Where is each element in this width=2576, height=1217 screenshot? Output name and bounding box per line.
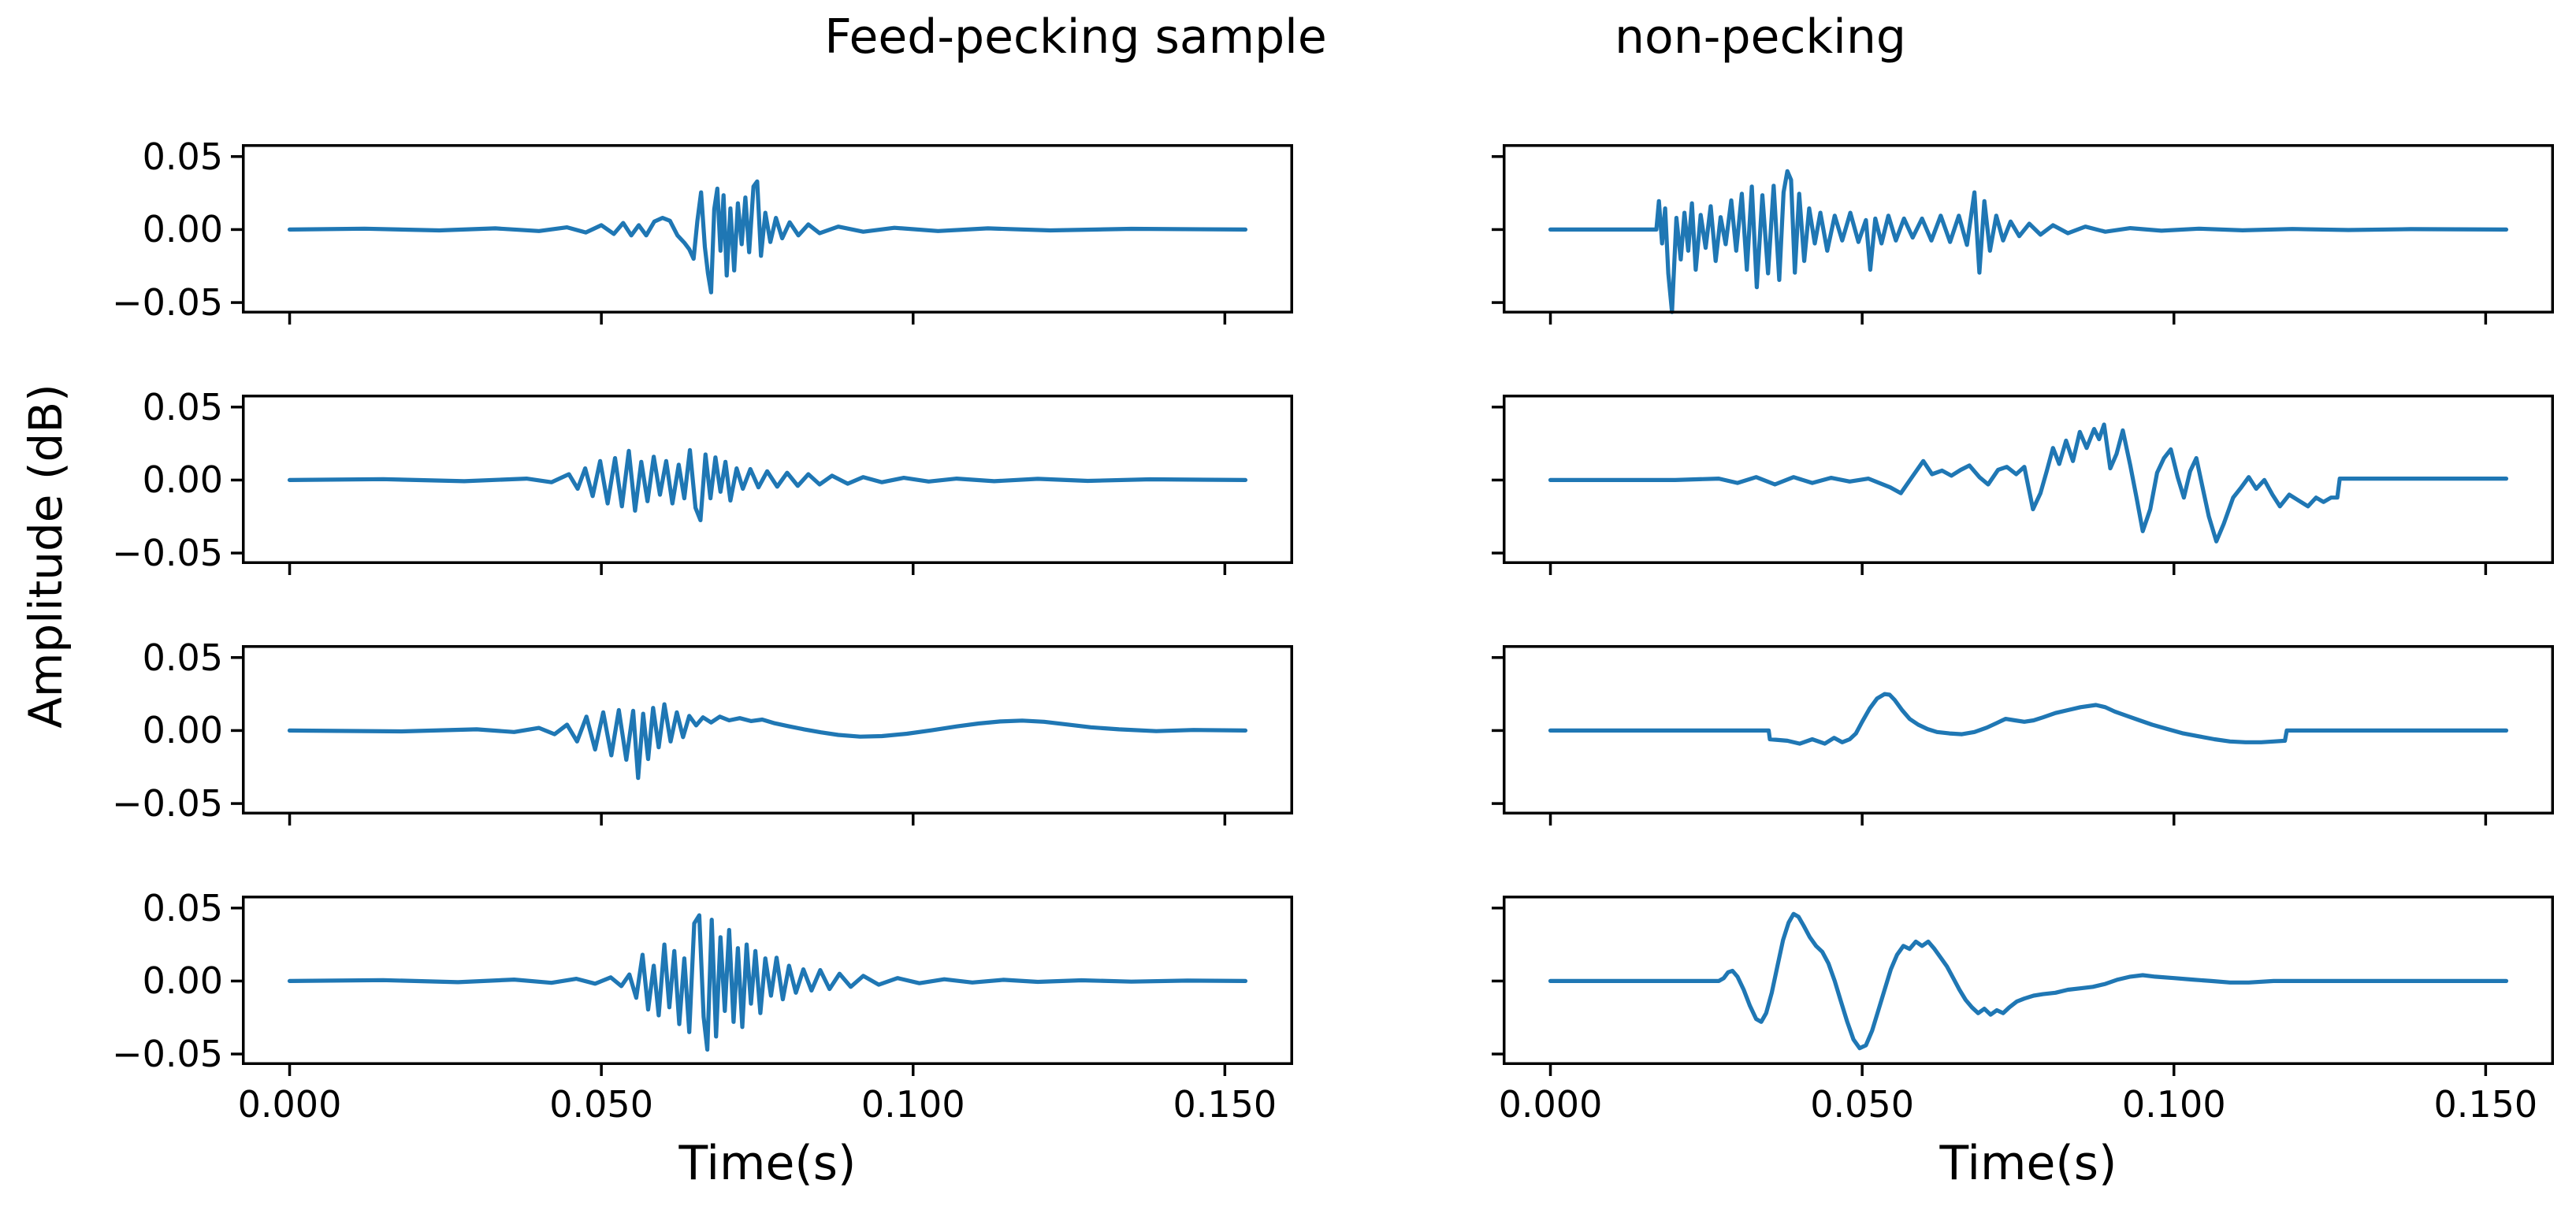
x-tick-label: 0.100 bbox=[2121, 1083, 2226, 1126]
axes-frame bbox=[242, 896, 1293, 1065]
x-tick-label: 0.150 bbox=[1173, 1083, 1277, 1126]
axes-frame bbox=[1503, 395, 2554, 564]
y-tick-label: 0.05 bbox=[142, 385, 223, 429]
y-tick-label: 0.00 bbox=[142, 959, 223, 1003]
axes-left-2 bbox=[231, 395, 1293, 575]
y-tick-label: −0.05 bbox=[112, 1033, 223, 1076]
waveform-path bbox=[287, 913, 1248, 1052]
x-tick-label: 0.000 bbox=[1498, 1083, 1603, 1126]
waveform-path bbox=[287, 179, 1248, 295]
y-tick-label: −0.05 bbox=[112, 782, 223, 826]
x-axis-label-right: Time(s) bbox=[1939, 1136, 2117, 1191]
waveform-path bbox=[1548, 911, 2509, 1051]
y-tick-label: 0.00 bbox=[142, 458, 223, 502]
y-tick-label: 0.05 bbox=[142, 636, 223, 679]
y-tick-label: 0.05 bbox=[142, 135, 223, 178]
y-tick-label: 0.00 bbox=[142, 709, 223, 752]
waveform-path bbox=[1548, 422, 2509, 544]
axes-frame bbox=[242, 144, 1293, 314]
axes-frame bbox=[1503, 645, 2554, 814]
y-tick-label: 0.05 bbox=[142, 886, 223, 929]
axes-right-2 bbox=[1492, 395, 2554, 575]
axes-right-3 bbox=[1492, 645, 2554, 826]
subplot-right-3 bbox=[1492, 645, 2554, 826]
axes-right-4 bbox=[1492, 896, 2554, 1076]
subplot-left-1 bbox=[231, 144, 1293, 325]
subplot-right-4 bbox=[1492, 896, 2554, 1076]
subplot-left-2 bbox=[231, 395, 1293, 575]
axes-frame bbox=[1503, 896, 2554, 1065]
subplot-right-2 bbox=[1492, 395, 2554, 575]
axes-frame bbox=[1503, 144, 2554, 314]
x-tick-label: 0.100 bbox=[861, 1083, 965, 1126]
waveform-path bbox=[1548, 169, 2509, 314]
x-tick-label: 0.150 bbox=[2433, 1083, 2538, 1126]
waveform-path bbox=[287, 447, 1248, 522]
axes-left-4 bbox=[231, 896, 1293, 1076]
axes-left-3 bbox=[231, 645, 1293, 826]
waveform-path bbox=[1548, 692, 2509, 746]
y-tick-label: −0.05 bbox=[112, 281, 223, 325]
x-tick-label: 0.050 bbox=[549, 1083, 653, 1126]
y-tick-label: −0.05 bbox=[112, 532, 223, 575]
subplot-right-1 bbox=[1492, 144, 2554, 325]
x-tick-label: 0.050 bbox=[1810, 1083, 1914, 1126]
axes-right-1 bbox=[1492, 144, 2554, 325]
x-tick-label: 0.000 bbox=[237, 1083, 342, 1126]
axes-frame bbox=[242, 645, 1293, 814]
waveform-path bbox=[287, 702, 1248, 781]
left-column-title: Feed-pecking sample bbox=[824, 9, 1327, 65]
y-tick-label: 0.00 bbox=[142, 208, 223, 251]
right-column-title: non-pecking bbox=[1615, 9, 1906, 65]
x-axis-label-left: Time(s) bbox=[678, 1136, 857, 1191]
axes-frame bbox=[242, 395, 1293, 564]
axes-left-1 bbox=[231, 144, 1293, 325]
subplot-left-3 bbox=[231, 645, 1293, 826]
subplot-left-4 bbox=[231, 896, 1293, 1076]
